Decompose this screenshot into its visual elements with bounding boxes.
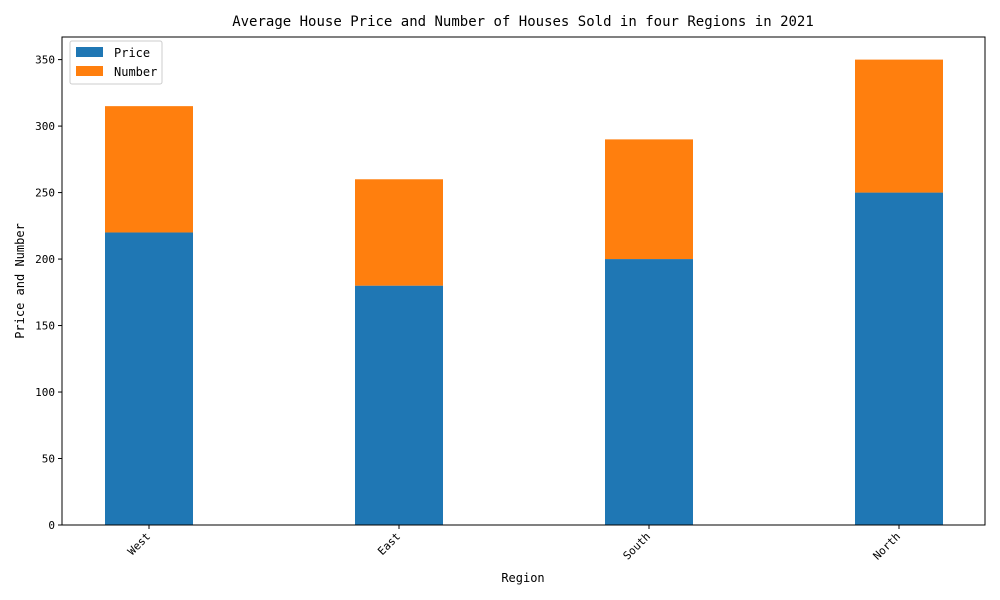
x-tick-label: South [621,530,654,563]
y-tick-label: 250 [35,187,55,200]
y-tick-label: 0 [48,519,55,532]
legend-label-price: Price [114,46,150,60]
x-tick-label: North [871,530,904,563]
legend: Price Number [69,40,163,85]
y-tick-label: 50 [42,453,55,466]
chart-title: Average House Price and Number of Houses… [232,14,814,30]
x-axis-ticks: West East South North [125,525,903,563]
y-tick-label: 300 [35,120,55,133]
x-tick-label: West [125,530,153,558]
plot-frame [61,36,986,526]
bars-group [105,59,943,525]
bar-east-price [355,285,443,525]
legend-swatch-number [76,66,103,76]
x-axis-label: Region [501,571,544,585]
legend-label-number: Number [114,65,157,79]
bar-west-number [105,106,193,233]
y-tick-label: 350 [35,54,55,67]
bar-north-number [855,59,943,193]
bar-north-price [855,192,943,525]
y-tick-label: 200 [35,253,55,266]
bar-south-price [605,259,693,525]
bar-east-number [355,179,443,286]
bar-west-price [105,232,193,525]
x-tick-label: East [375,530,403,558]
y-tick-label: 100 [35,386,55,399]
bar-south-number [605,139,693,260]
y-tick-label: 150 [35,320,55,333]
y-axis-label: Price and Number [13,223,27,339]
y-axis-ticks: 0 50 100 150 200 250 300 350 [35,54,62,532]
legend-swatch-price [76,47,103,57]
